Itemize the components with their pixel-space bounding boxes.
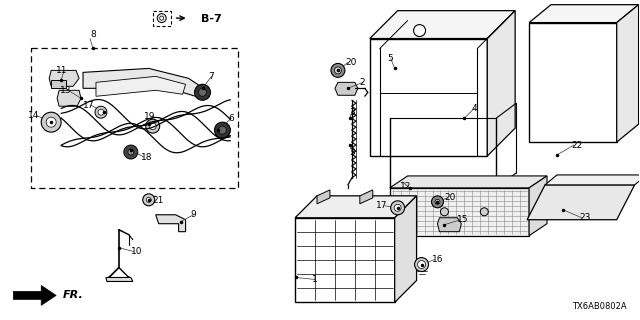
Circle shape [160, 16, 164, 20]
Circle shape [147, 197, 151, 202]
Bar [390, 188, 529, 236]
Circle shape [143, 194, 155, 206]
Text: 15: 15 [458, 215, 469, 224]
Circle shape [198, 88, 207, 96]
Text: 7: 7 [209, 72, 214, 81]
Text: B-7: B-7 [200, 14, 221, 24]
Text: 6: 6 [228, 114, 234, 123]
Polygon shape [83, 68, 200, 96]
Circle shape [415, 258, 429, 271]
Text: TX6AB0802A: TX6AB0802A [572, 302, 627, 311]
Polygon shape [317, 190, 330, 204]
Circle shape [480, 208, 488, 216]
Circle shape [195, 84, 211, 100]
Bar [529, 23, 617, 142]
Text: 17: 17 [83, 101, 94, 110]
Polygon shape [156, 215, 186, 232]
Polygon shape [360, 190, 372, 204]
Circle shape [431, 196, 444, 208]
Circle shape [440, 208, 449, 216]
Text: 13: 13 [60, 86, 71, 95]
Text: 11: 11 [56, 66, 67, 75]
Polygon shape [527, 185, 635, 220]
Circle shape [214, 122, 230, 138]
Circle shape [394, 204, 401, 211]
Polygon shape [57, 90, 81, 106]
Text: 14: 14 [28, 111, 39, 120]
Circle shape [128, 149, 134, 155]
Text: 20: 20 [345, 58, 356, 67]
Text: 1: 1 [312, 275, 318, 284]
Polygon shape [370, 11, 515, 38]
Circle shape [435, 199, 440, 204]
Text: 4: 4 [471, 104, 477, 113]
Polygon shape [51, 80, 66, 88]
Polygon shape [335, 82, 358, 95]
Text: 17: 17 [376, 201, 388, 210]
Bar [153, 11, 171, 26]
Polygon shape [106, 277, 133, 282]
Circle shape [331, 63, 345, 77]
Text: 12: 12 [399, 182, 411, 191]
Polygon shape [487, 11, 515, 156]
Polygon shape [49, 70, 79, 86]
Polygon shape [395, 196, 417, 302]
Polygon shape [390, 176, 547, 188]
Circle shape [413, 25, 426, 36]
Circle shape [46, 117, 56, 127]
Bar [295, 218, 395, 302]
Text: 3: 3 [349, 108, 355, 117]
Circle shape [390, 201, 404, 215]
Bar [31, 49, 238, 188]
Text: FR.: FR. [63, 291, 84, 300]
Circle shape [218, 126, 227, 134]
Circle shape [124, 145, 138, 159]
Polygon shape [295, 196, 417, 218]
Circle shape [98, 109, 104, 115]
Text: 22: 22 [571, 140, 582, 149]
Circle shape [146, 119, 160, 133]
Text: 16: 16 [431, 255, 443, 264]
Polygon shape [438, 218, 461, 232]
Polygon shape [96, 76, 186, 96]
Circle shape [149, 123, 156, 130]
Text: 10: 10 [131, 247, 142, 256]
Text: 2: 2 [360, 78, 365, 87]
Polygon shape [529, 5, 639, 23]
Text: 21: 21 [153, 196, 164, 205]
Text: 18: 18 [141, 153, 152, 162]
Text: 23: 23 [579, 213, 590, 222]
Text: 9: 9 [191, 210, 196, 219]
Polygon shape [545, 175, 640, 185]
Text: 20: 20 [444, 193, 456, 202]
Polygon shape [617, 5, 639, 142]
Circle shape [335, 67, 341, 74]
Text: 19: 19 [144, 112, 156, 121]
Text: 8: 8 [90, 29, 96, 38]
Polygon shape [13, 285, 56, 305]
Circle shape [95, 106, 107, 118]
Polygon shape [529, 176, 547, 236]
Text: 5: 5 [388, 54, 394, 63]
Circle shape [417, 260, 426, 268]
Circle shape [157, 14, 166, 23]
Circle shape [41, 112, 61, 132]
Bar [370, 38, 487, 156]
Text: 3: 3 [349, 148, 355, 156]
